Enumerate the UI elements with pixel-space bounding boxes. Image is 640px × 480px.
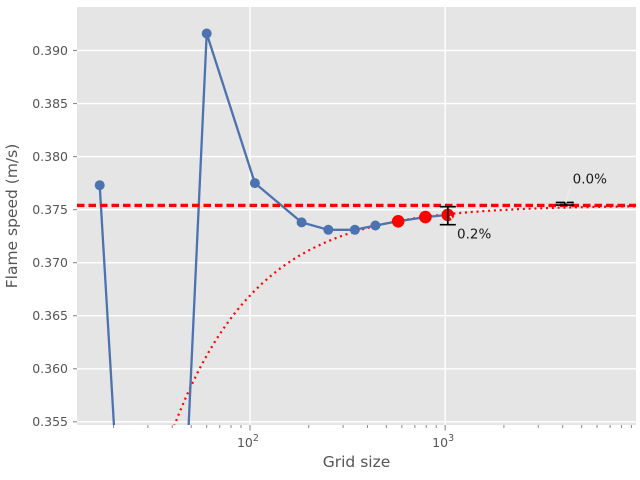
y-tick-label: 0.355: [32, 414, 68, 429]
y-tick-label: 0.365: [32, 308, 68, 323]
annotation-arrow: [449, 215, 456, 225]
data-point-marker: [323, 224, 334, 235]
y-tick-label: 0.360: [32, 361, 68, 376]
x-tick-label: 103: [432, 433, 454, 450]
y-tick-label: 0.390: [32, 43, 68, 58]
data-point-marker: [201, 28, 212, 39]
y-tick-label: 0.370: [32, 255, 68, 270]
plot-area: [77, 7, 636, 425]
y-tick-label: 0.380: [32, 149, 68, 164]
data-layer: [77, 28, 636, 425]
data-point-marker: [249, 178, 260, 189]
percent-annotation: 0.2%: [457, 227, 491, 243]
extrapolation-point-marker: [391, 215, 405, 228]
y-tick-label: 0.385: [32, 96, 68, 111]
extrapolation-fit-curve: [173, 205, 636, 425]
y-tick-label: 0.375: [32, 202, 68, 217]
percent-annotation: 0.0%: [573, 172, 607, 188]
y-axis-label: Flame speed (m/s): [3, 144, 21, 289]
data-point-marker: [349, 224, 360, 235]
x-tick-label: 102: [237, 433, 259, 450]
data-point-marker: [296, 217, 307, 228]
extrapolation-point-marker: [419, 210, 432, 224]
annotation-arrow: [565, 185, 572, 203]
data-point-marker: [94, 180, 105, 191]
data-point-marker: [370, 220, 381, 231]
x-axis-label: Grid size: [323, 453, 391, 471]
